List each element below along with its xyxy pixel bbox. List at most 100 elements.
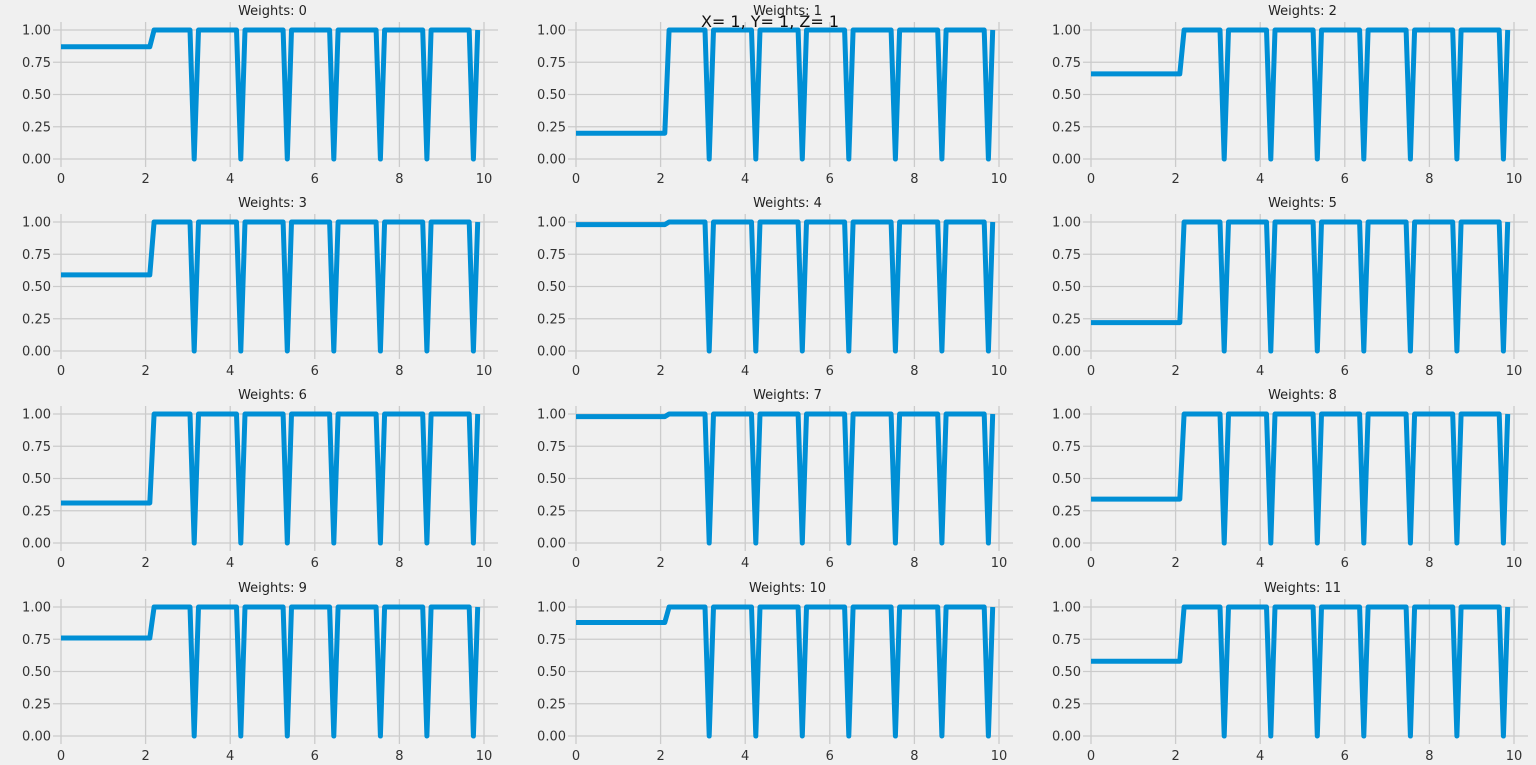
series-line: [61, 27, 481, 162]
x-tick-label: 0: [572, 364, 580, 379]
y-tick-label: 0.00: [1052, 153, 1081, 168]
subplot: 0.00 0.25 0.50 0.75 1.00 0 2 4 6 8 10 Weights: 10: [537, 581, 1013, 764]
y-tick-label: 0.25: [537, 697, 566, 712]
y-tick-label: 0.75: [22, 56, 51, 71]
y-tick-label: 0.75: [1052, 633, 1081, 648]
series-line: [576, 411, 996, 546]
x-tick-label: 2: [1171, 749, 1179, 764]
y-tick-label: 0.00: [22, 345, 51, 360]
y-tick-label: 1.00: [1052, 408, 1081, 423]
y-tick-label: 1.00: [22, 216, 51, 231]
y-tick-label: 0.25: [22, 120, 51, 135]
subplot-title: Weights: 10: [749, 581, 826, 596]
subplot: 0.00 0.25 0.50 0.75 1.00 0 2 4 6 8 10 Weights: 0: [22, 4, 498, 187]
x-tick-label: 4: [741, 749, 749, 764]
x-tick-label: 4: [226, 364, 234, 379]
x-tick-label: 8: [1425, 172, 1433, 187]
y-tick-label: 0.25: [537, 120, 566, 135]
x-tick-label: 2: [656, 556, 664, 571]
x-tick-label: 4: [226, 172, 234, 187]
y-tick-label: 0.75: [537, 248, 566, 263]
y-tick-label: 0.50: [537, 88, 566, 103]
series-line: [1091, 219, 1511, 354]
subplot-title: Weights: 1: [753, 4, 822, 19]
y-tick-label: 0.75: [1052, 440, 1081, 455]
subplot: 0.00 0.25 0.50 0.75 1.00 0 2 4 6 8 10 Weights: 1: [537, 4, 1013, 187]
x-tick-label: 8: [395, 364, 403, 379]
y-tick-label: 0.50: [22, 665, 51, 680]
y-tick-label: 0.25: [22, 697, 51, 712]
y-tick-label: 0.75: [22, 248, 51, 263]
x-tick-label: 10: [476, 556, 493, 571]
y-tick-label: 0.00: [537, 153, 566, 168]
x-tick-label: 8: [1425, 556, 1433, 571]
y-tick-label: 0.50: [537, 280, 566, 295]
y-tick-label: 1.00: [1052, 216, 1081, 231]
x-tick-label: 8: [910, 172, 918, 187]
x-tick-label: 6: [1341, 172, 1349, 187]
x-tick-label: 6: [826, 364, 834, 379]
x-tick-label: 0: [57, 749, 65, 764]
subplot-title: Weights: 6: [238, 388, 307, 403]
series-line: [576, 604, 996, 739]
x-tick-label: 2: [141, 172, 149, 187]
x-tick-label: 8: [395, 172, 403, 187]
y-tick-label: 0.75: [537, 633, 566, 648]
x-tick-label: 10: [476, 364, 493, 379]
y-tick-label: 0.25: [1052, 120, 1081, 135]
x-tick-label: 2: [1171, 364, 1179, 379]
x-tick-label: 6: [826, 556, 834, 571]
x-tick-label: 10: [991, 556, 1008, 571]
x-tick-label: 0: [1087, 172, 1095, 187]
y-tick-label: 1.00: [22, 601, 51, 616]
y-tick-label: 0.75: [1052, 56, 1081, 71]
y-tick-label: 1.00: [1052, 24, 1081, 39]
x-tick-label: 2: [141, 364, 149, 379]
subplot-title: Weights: 4: [753, 196, 822, 211]
subplot-title: Weights: 3: [238, 196, 307, 211]
y-tick-label: 0.00: [22, 730, 51, 745]
x-tick-label: 8: [910, 556, 918, 571]
y-tick-label: 1.00: [22, 24, 51, 39]
y-tick-label: 0.50: [1052, 280, 1081, 295]
y-tick-label: 0.50: [1052, 665, 1081, 680]
x-tick-label: 4: [741, 364, 749, 379]
x-tick-label: 10: [1506, 364, 1523, 379]
x-tick-label: 6: [1341, 749, 1349, 764]
x-tick-label: 8: [395, 556, 403, 571]
series-line: [61, 411, 481, 546]
subplot: 0.00 0.25 0.50 0.75 1.00 0 2 4 6 8 10 Weights: 7: [537, 388, 1013, 571]
y-tick-label: 0.50: [537, 472, 566, 487]
x-tick-label: 6: [311, 172, 319, 187]
x-tick-label: 4: [1256, 749, 1264, 764]
subplot-title: Weights: 9: [238, 581, 307, 596]
x-tick-label: 2: [656, 364, 664, 379]
x-tick-label: 4: [741, 556, 749, 571]
x-tick-label: 0: [572, 172, 580, 187]
subplot-title: Weights: 2: [1268, 4, 1337, 19]
x-tick-label: 2: [656, 749, 664, 764]
subplot: 0.00 0.25 0.50 0.75 1.00 0 2 4 6 8 10 Weights: 9: [22, 581, 498, 764]
x-tick-label: 4: [741, 172, 749, 187]
y-tick-label: 0.75: [1052, 248, 1081, 263]
y-tick-label: 0.50: [537, 665, 566, 680]
x-tick-label: 0: [57, 172, 65, 187]
x-tick-label: 0: [57, 364, 65, 379]
x-tick-label: 6: [311, 556, 319, 571]
y-tick-label: 0.75: [537, 440, 566, 455]
x-tick-label: 10: [991, 172, 1008, 187]
y-tick-label: 0.50: [22, 472, 51, 487]
y-tick-label: 0.25: [1052, 697, 1081, 712]
subplot-grid: 0.00 0.25 0.50 0.75 1.00 0 2 4 6 8 10 Weights: 0 0.0…: [22, 4, 1528, 764]
y-tick-label: 0.00: [537, 345, 566, 360]
x-tick-label: 8: [1425, 749, 1433, 764]
x-tick-label: 6: [1341, 364, 1349, 379]
y-tick-label: 0.50: [1052, 472, 1081, 487]
x-tick-label: 4: [1256, 172, 1264, 187]
x-tick-label: 2: [141, 556, 149, 571]
subplot-title: Weights: 0: [238, 4, 307, 19]
x-tick-label: 0: [1087, 749, 1095, 764]
x-tick-label: 6: [826, 172, 834, 187]
series-line: [1091, 27, 1511, 162]
